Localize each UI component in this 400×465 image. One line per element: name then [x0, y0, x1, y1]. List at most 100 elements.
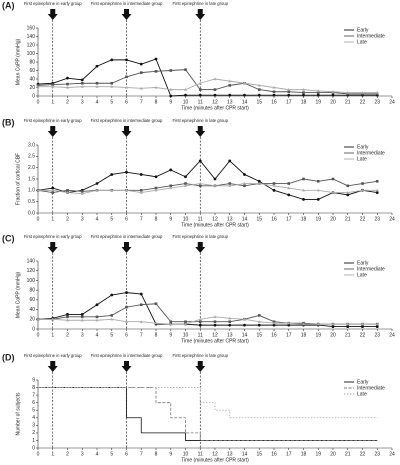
x-tick-label: 0: [37, 99, 40, 105]
point: [95, 64, 99, 68]
x-tick-label: 21: [345, 451, 351, 457]
point: [228, 320, 232, 324]
point: [228, 316, 232, 320]
point: [125, 170, 128, 174]
x-tick-label: 20: [330, 216, 336, 222]
point: [80, 78, 84, 82]
point: [184, 320, 187, 324]
point: [198, 159, 202, 163]
point: [154, 321, 158, 325]
point: [110, 317, 114, 321]
x-tick-label: 16: [271, 332, 277, 338]
annotation-arrow: [121, 9, 132, 20]
point: [184, 93, 187, 97]
x-tick-label: 10: [183, 99, 189, 105]
annotation-arrow: [195, 242, 206, 253]
legend-label: Late: [357, 39, 367, 45]
x-tick-label: 3: [81, 99, 84, 105]
y-tick-label: 2.5: [28, 154, 35, 160]
point: [198, 81, 202, 85]
point: [272, 321, 276, 325]
point: [66, 313, 69, 316]
legend-label: Early: [357, 144, 369, 150]
y-tick-label: 8: [32, 385, 35, 391]
point: [257, 179, 261, 183]
x-tick-label: 13: [227, 451, 233, 457]
point: [198, 88, 202, 91]
point: [80, 318, 84, 322]
x-tick-label: 2: [66, 216, 69, 222]
point: [110, 188, 114, 192]
point: [169, 184, 173, 188]
x-tick-label: 2: [66, 332, 69, 338]
x-tick-label: 19: [315, 216, 321, 222]
x-tick-label: 3: [81, 332, 84, 338]
x-tick-label: 9: [169, 451, 172, 457]
point: [95, 315, 99, 319]
point: [169, 186, 173, 190]
point: [361, 92, 364, 96]
x-tick-label: 22: [360, 216, 366, 222]
x-tick-label: 17: [286, 451, 292, 457]
point: [125, 291, 128, 294]
y-axis-label: Mean CoPP (mmHg): [15, 272, 21, 319]
x-tick-label: 22: [360, 99, 366, 105]
point: [228, 184, 232, 187]
point: [36, 188, 40, 192]
x-tick-label: 19: [315, 451, 321, 457]
panel-label: (A): [2, 0, 15, 10]
point: [331, 322, 335, 326]
point: [125, 58, 128, 62]
point: [139, 189, 143, 192]
point: [316, 179, 320, 183]
series-line: [37, 58, 378, 97]
point: [302, 88, 305, 91]
annotation: First epinephrine in late group: [173, 1, 229, 6]
point: [331, 93, 335, 97]
y-tick-label: 140: [27, 258, 36, 264]
point: [243, 323, 246, 327]
x-tick-label: 22: [360, 451, 366, 457]
point: [184, 68, 187, 71]
point: [184, 175, 187, 179]
point: [110, 58, 114, 62]
x-tick-label: 6: [125, 332, 128, 338]
annotation-arrow: [47, 361, 58, 372]
x-tick-label: 7: [140, 451, 143, 457]
point: [66, 189, 69, 192]
annotation-arrow: [47, 9, 58, 20]
y-tick-label: 6: [32, 400, 35, 406]
panel-label: (B): [2, 117, 15, 127]
point: [375, 322, 379, 326]
legend-label: Late: [357, 391, 367, 397]
point: [228, 323, 232, 327]
annotation: First epinephrine in late group: [173, 353, 229, 358]
x-tick-label: 11: [198, 99, 203, 105]
point: [95, 182, 99, 185]
point: [287, 321, 291, 325]
x-tick-label: 9: [169, 99, 172, 105]
point: [272, 93, 276, 97]
x-tick-label: 6: [125, 451, 128, 457]
annotation: First epinephrine in intermediate group: [91, 1, 163, 6]
y-tick-label: 0: [32, 445, 35, 451]
point: [95, 303, 99, 307]
point: [36, 317, 40, 321]
x-tick-label: 16: [271, 451, 277, 457]
y-axis-label: Number of subjects: [15, 392, 21, 436]
x-tick-label: 1: [51, 332, 54, 338]
point: [139, 303, 143, 307]
point: [361, 188, 364, 192]
series-line: [38, 387, 378, 419]
x-tick-label: 4: [96, 216, 99, 222]
x-tick-label: 22: [360, 332, 366, 338]
point: [375, 325, 379, 328]
point: [243, 81, 246, 85]
x-tick-label: 23: [374, 99, 380, 105]
point: [375, 92, 379, 96]
series-line: [37, 178, 378, 194]
point: [302, 93, 305, 97]
point: [139, 292, 143, 296]
x-tick-label: 5: [110, 216, 113, 222]
